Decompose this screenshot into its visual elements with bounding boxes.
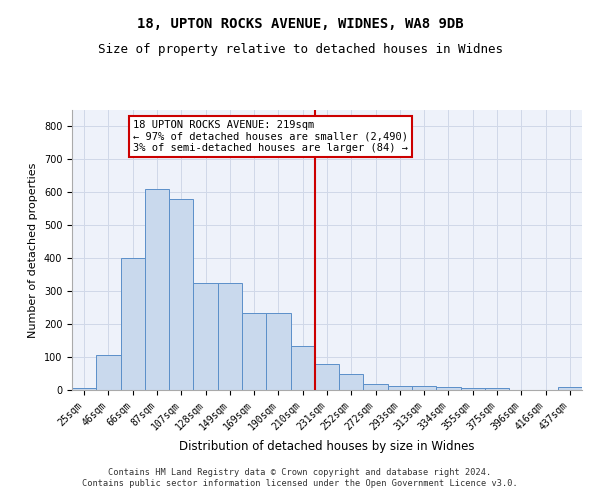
Bar [412,386,436,390]
Bar [145,189,169,390]
Bar [339,374,364,390]
Bar [558,388,582,390]
Bar [436,386,461,390]
X-axis label: Distribution of detached houses by size in Widnes: Distribution of detached houses by size … [179,440,475,453]
Bar [461,388,485,390]
Bar [364,384,388,390]
Text: 18, UPTON ROCKS AVENUE, WIDNES, WA8 9DB: 18, UPTON ROCKS AVENUE, WIDNES, WA8 9DB [137,18,463,32]
Bar [218,283,242,390]
Text: 18 UPTON ROCKS AVENUE: 219sqm
← 97% of detached houses are smaller (2,490)
3% of: 18 UPTON ROCKS AVENUE: 219sqm ← 97% of d… [133,120,408,153]
Bar [388,386,412,390]
Bar [72,388,96,390]
Bar [485,388,509,390]
Bar [290,346,315,390]
Text: Contains HM Land Registry data © Crown copyright and database right 2024.
Contai: Contains HM Land Registry data © Crown c… [82,468,518,487]
Bar [96,355,121,390]
Bar [315,364,339,390]
Bar [121,258,145,390]
Bar [169,199,193,390]
Bar [266,312,290,390]
Bar [242,312,266,390]
Y-axis label: Number of detached properties: Number of detached properties [28,162,38,338]
Text: Size of property relative to detached houses in Widnes: Size of property relative to detached ho… [97,42,503,56]
Bar [193,283,218,390]
